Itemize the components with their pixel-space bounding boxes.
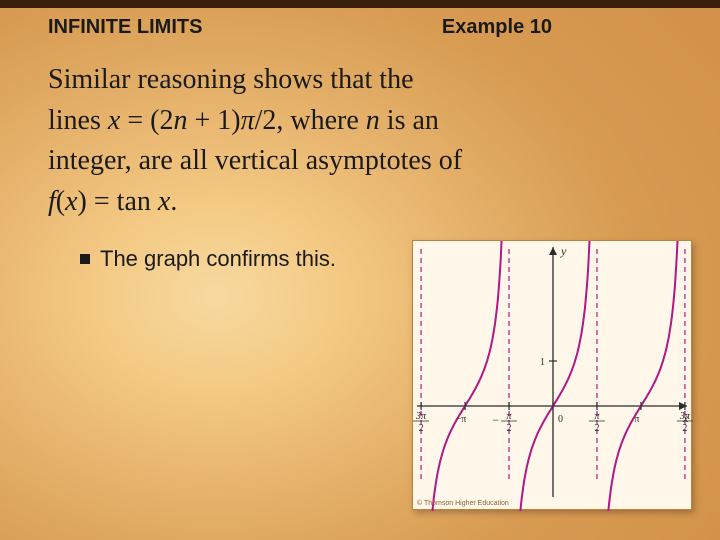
text-frag: (: [56, 186, 65, 217]
body-line-3: integer, are all vertical asymptotes of: [48, 141, 672, 182]
body-text: Similar reasoning shows that the lines x…: [48, 60, 672, 222]
svg-text:y: y: [560, 244, 567, 258]
text-frag: lines: [48, 105, 108, 136]
header-row: INFINITE LIMITS Example 10: [48, 16, 672, 39]
bullet-row: The graph confirms this.: [80, 246, 336, 272]
graph-caption: © Thomson Higher Education: [417, 500, 509, 507]
text-frag: = (2: [120, 105, 173, 136]
body-line-2: lines x = (2n + 1)π/2, where n is an: [48, 101, 672, 142]
tangent-graph: xy−3π2−π−π20π2π3π21 © Thomson Higher Edu…: [412, 240, 692, 510]
svg-text:1: 1: [540, 357, 545, 368]
var-x: x: [108, 105, 120, 136]
svg-text:−: −: [492, 413, 499, 427]
svg-text:−π: −π: [456, 414, 467, 425]
body-line-4: f(x) = tan x.: [48, 182, 672, 223]
svg-text:π: π: [594, 411, 600, 422]
text-frag: + 1): [187, 105, 240, 136]
example-label: Example 10: [442, 16, 552, 39]
bullet-square-icon: [80, 254, 90, 264]
svg-text:2: 2: [682, 423, 687, 434]
body-line-1: Similar reasoning shows that the: [48, 60, 672, 101]
text-frag: /2, where: [255, 105, 366, 136]
text-frag: ): [78, 186, 87, 217]
var-x: x: [158, 186, 170, 217]
svg-text:3π: 3π: [679, 411, 691, 422]
pi-symbol: π: [241, 105, 255, 136]
var-n: n: [173, 105, 187, 136]
tangent-graph-svg: xy−3π2−π−π20π2π3π21: [413, 241, 693, 511]
slide-top-edge: [0, 0, 720, 8]
svg-text:2: 2: [419, 423, 424, 434]
svg-text:2: 2: [594, 423, 599, 434]
svg-text:2: 2: [507, 423, 512, 434]
svg-text:π: π: [507, 411, 513, 422]
svg-text:π: π: [634, 414, 639, 425]
text-frag: is an: [380, 105, 439, 136]
text-frag: .: [170, 186, 177, 217]
section-title: INFINITE LIMITS: [48, 16, 202, 39]
svg-text:0: 0: [558, 414, 563, 425]
svg-text:3π: 3π: [415, 411, 427, 422]
var-n: n: [366, 105, 380, 136]
text-frag: = tan: [87, 186, 158, 217]
bullet-text: The graph confirms this.: [100, 246, 336, 272]
var-f: f: [48, 186, 56, 217]
var-x: x: [65, 186, 77, 217]
